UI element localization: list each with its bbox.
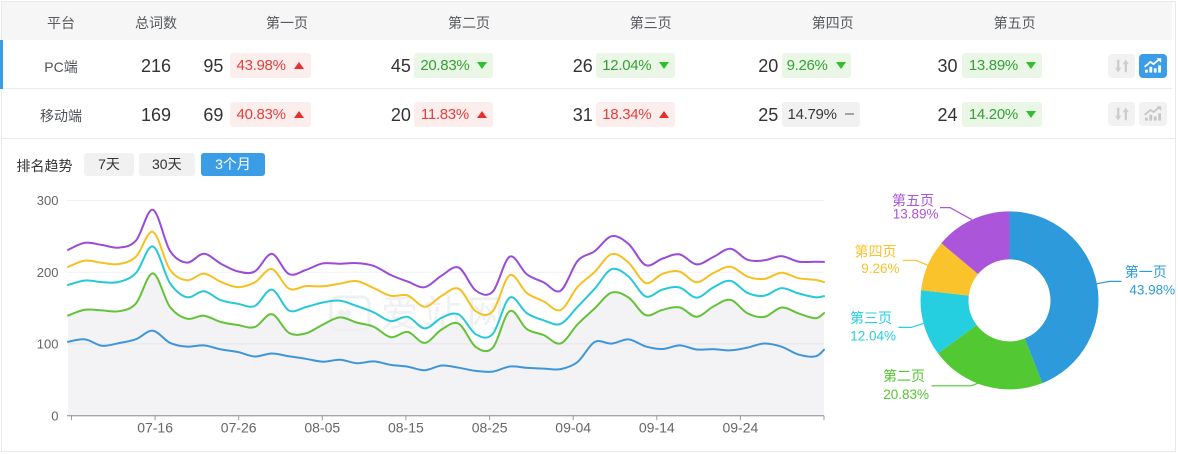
svg-text:9.26%: 9.26%	[861, 261, 899, 276]
svg-text:200: 200	[37, 265, 59, 280]
svg-text:09-14: 09-14	[639, 420, 675, 436]
svg-text:第三页: 第三页	[850, 310, 892, 326]
svg-text:12.04%: 12.04%	[850, 328, 896, 343]
svg-text:第二页: 第二页	[883, 368, 925, 384]
svg-text:08-05: 08-05	[304, 420, 340, 436]
svg-text:08-25: 08-25	[472, 420, 508, 436]
svg-text:08-15: 08-15	[388, 420, 424, 436]
svg-text:09-24: 09-24	[722, 420, 758, 436]
svg-text:13.89%: 13.89%	[893, 207, 939, 222]
svg-text:0: 0	[51, 408, 58, 423]
svg-text:07-16: 07-16	[137, 420, 173, 436]
svg-text:300: 300	[37, 193, 59, 208]
svg-text:20.83%: 20.83%	[883, 387, 929, 402]
svg-text:43.98%: 43.98%	[1129, 283, 1175, 298]
svg-text:第五页: 第五页	[892, 193, 934, 209]
svg-text:♥: ♥	[337, 300, 352, 330]
svg-text:第四页: 第四页	[855, 243, 897, 259]
svg-text:第一页: 第一页	[1125, 264, 1167, 280]
svg-text:07-26: 07-26	[221, 420, 257, 436]
svg-text:09-04: 09-04	[555, 420, 591, 436]
svg-text:100: 100	[37, 337, 59, 352]
